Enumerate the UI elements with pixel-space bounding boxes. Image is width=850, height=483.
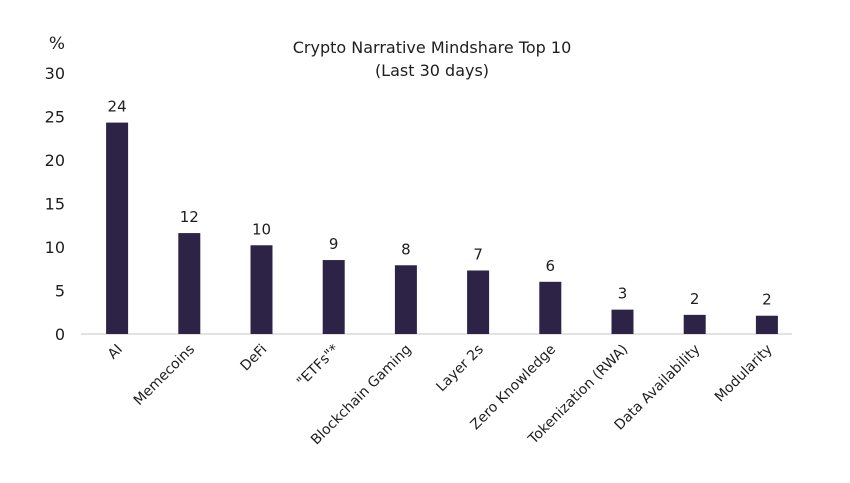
y-axis-label: % xyxy=(49,34,65,54)
bar xyxy=(611,309,634,334)
data-label: 7 xyxy=(473,245,483,263)
data-label: 9 xyxy=(329,235,339,253)
y-tick-label: 0 xyxy=(55,325,65,344)
bar xyxy=(178,233,201,334)
data-label: 10 xyxy=(252,220,271,238)
data-label: 8 xyxy=(401,240,411,258)
x-tick-label: DeFi xyxy=(238,342,271,375)
bar xyxy=(250,245,273,334)
bar xyxy=(106,122,129,334)
chart-title: Crypto Narrative Mindshare Top 10 xyxy=(293,38,572,57)
data-label: 24 xyxy=(108,98,127,116)
bar xyxy=(539,281,562,334)
bar xyxy=(467,270,490,334)
bar xyxy=(322,260,345,334)
x-tick-label: "ETFs"* xyxy=(294,342,343,391)
x-tick-label: Modularity xyxy=(712,342,776,406)
y-tick-label: 15 xyxy=(45,195,65,214)
y-tick-label: 5 xyxy=(55,282,65,301)
data-label: 2 xyxy=(690,290,700,308)
x-tick-label: Memecoins xyxy=(131,342,198,409)
y-tick-label: 20 xyxy=(45,151,65,170)
data-label: 3 xyxy=(618,285,628,303)
chart-subtitle: (Last 30 days) xyxy=(375,61,489,80)
y-tick-label: 25 xyxy=(45,108,65,127)
data-label: 6 xyxy=(546,257,556,275)
x-tick-label: Layer 2s xyxy=(433,342,487,396)
data-label: 12 xyxy=(180,208,199,226)
y-tick-label: 30 xyxy=(45,64,65,83)
data-label: 2 xyxy=(762,291,772,309)
bar xyxy=(683,314,706,334)
bar xyxy=(755,315,778,334)
x-tick-label: AI xyxy=(105,342,126,363)
bar xyxy=(394,265,417,334)
y-tick-label: 10 xyxy=(45,238,65,257)
